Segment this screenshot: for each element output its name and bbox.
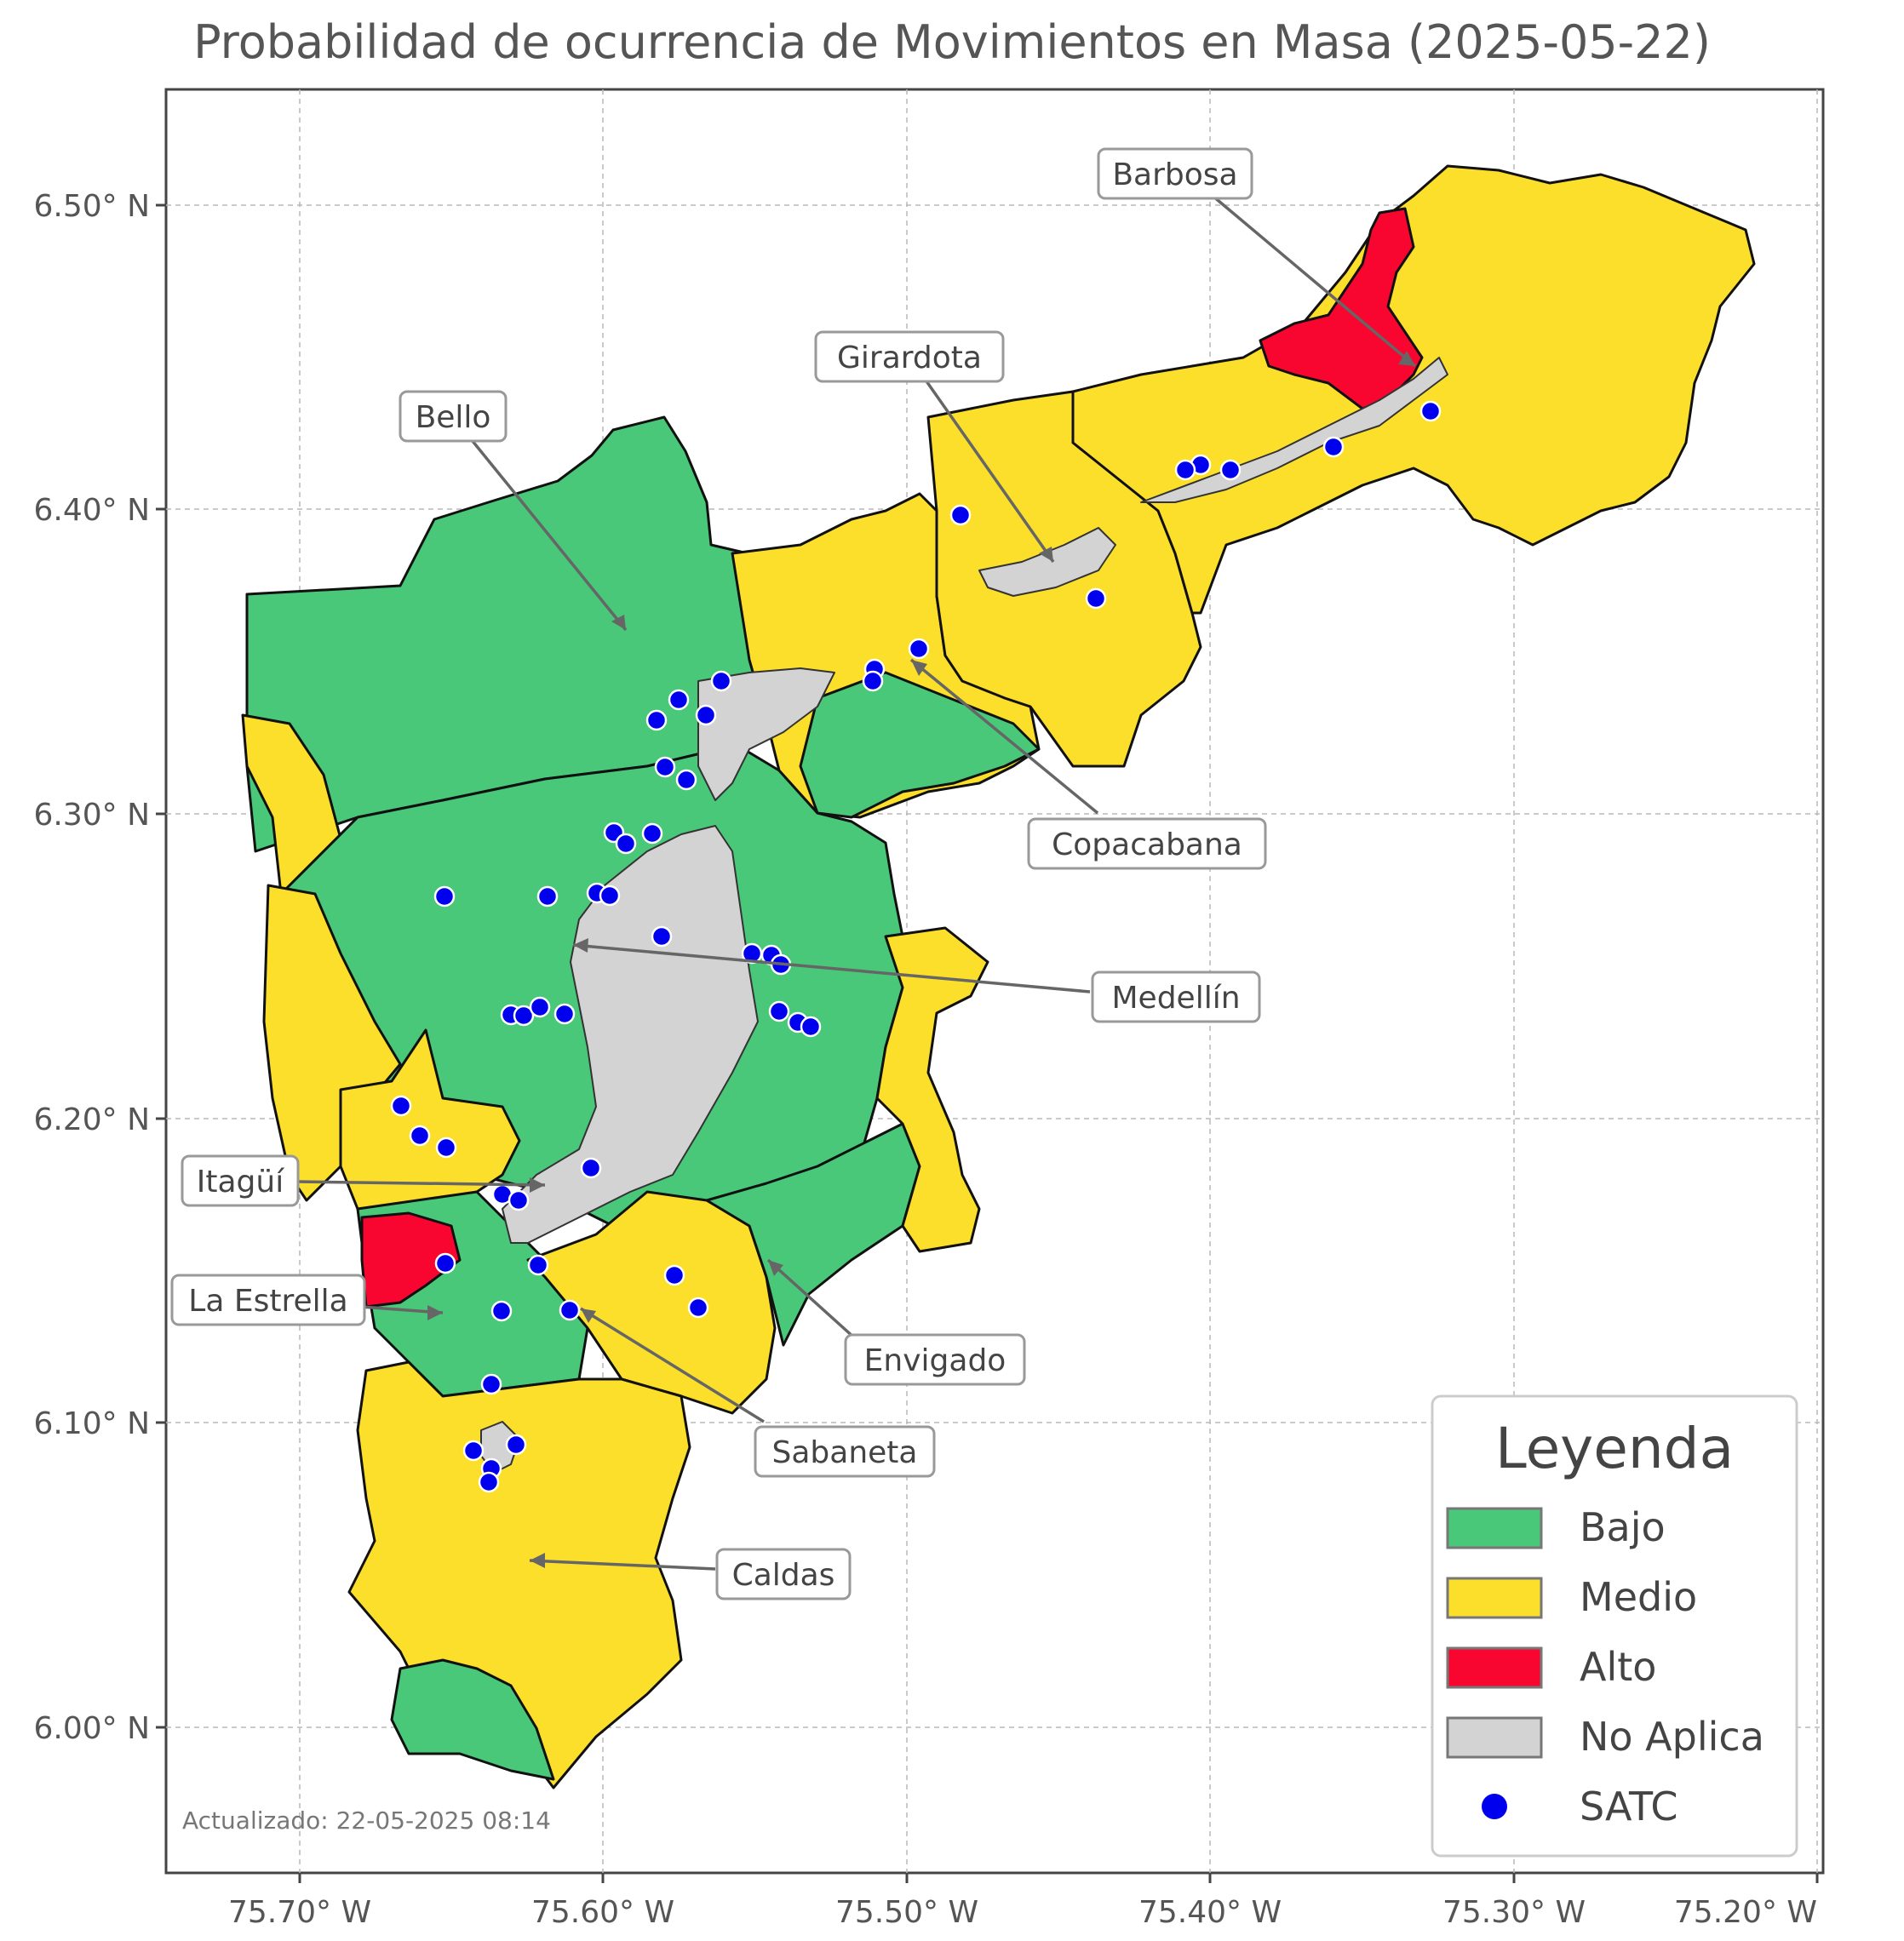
callout-copacabana: Copacabana <box>1027 817 1267 870</box>
legend-swatch-bajo <box>1446 1507 1543 1549</box>
callout-sabaneta: Sabaneta <box>754 1425 936 1478</box>
callout-caldas: Caldas <box>715 1548 852 1600</box>
legend-swatch-no-aplica <box>1446 1716 1543 1759</box>
y-tick-label: 6.10° N <box>33 1406 150 1441</box>
x-tick-label: 75.20° W <box>1674 1895 1817 1930</box>
callout-girardota: Girardota <box>814 330 1005 383</box>
label-itagui: Itagüí <box>197 1165 284 1200</box>
satc-stations <box>390 400 1442 1493</box>
x-tick-label: 75.60° W <box>531 1895 674 1930</box>
callout-arrowheads <box>427 351 1415 1568</box>
legend-label-satc: SATC <box>1580 1784 1677 1829</box>
label-girardota: Girardota <box>837 341 982 375</box>
tick-marks <box>156 203 1819 1883</box>
region-copacabana-bajo <box>799 671 1041 819</box>
y-tick-label: 6.30° N <box>33 798 150 833</box>
label-sabaneta: Sabaneta <box>772 1435 918 1470</box>
legend-swatch-alto <box>1446 1646 1543 1689</box>
region-bello-urban <box>697 667 835 801</box>
y-tick-label: 6.50° N <box>33 189 150 224</box>
legend-swatch-medio <box>1446 1577 1543 1619</box>
y-tick-label: 6.00° N <box>33 1711 150 1746</box>
region-east-medio-south <box>875 926 989 1253</box>
legend: Leyenda Bajo Medio Alto No Aplica SATC <box>1431 1394 1798 1858</box>
callout-medellin: Medellín <box>1091 970 1261 1023</box>
region-sabaneta <box>526 1190 777 1415</box>
legend-label-medio: Medio <box>1580 1574 1697 1620</box>
legend-label-no-aplica: No Aplica <box>1580 1714 1764 1760</box>
legend-label-bajo: Bajo <box>1580 1504 1666 1550</box>
x-tick-label: 75.30° W <box>1442 1895 1586 1930</box>
legend-label-alto: Alto <box>1580 1644 1656 1690</box>
region-itagui <box>339 1028 521 1211</box>
callout-itagui: Itagüí <box>181 1154 300 1207</box>
label-caldas: Caldas <box>732 1558 835 1593</box>
map-title: Probabilidad de ocurrencia de Movimiento… <box>193 15 1711 69</box>
legend-marker-satc <box>1482 1794 1507 1819</box>
region-medellin-urban <box>502 825 759 1244</box>
label-la-estrella: La Estrella <box>188 1284 347 1319</box>
x-tick-label: 75.70° W <box>228 1895 371 1930</box>
legend-title: Leyenda <box>1495 1416 1734 1481</box>
callout-envigado: Envigado <box>844 1333 1026 1386</box>
label-bello: Bello <box>416 400 491 435</box>
callout-la-estrella: La Estrella <box>170 1274 366 1326</box>
region-layer <box>241 164 1756 1789</box>
callout-barbosa: Barbosa <box>1097 147 1253 200</box>
x-tick-label: 75.40° W <box>1138 1895 1282 1930</box>
y-tick-label: 6.20° N <box>33 1102 150 1137</box>
label-copacabana: Copacabana <box>1052 827 1242 862</box>
x-axis-labels: 75.70° W 75.60° W 75.50° W 75.40° W 75.3… <box>228 1895 1817 1930</box>
label-barbosa: Barbosa <box>1112 157 1237 192</box>
callout-arrows <box>296 190 1417 1571</box>
region-barbosa-urban <box>1140 357 1448 503</box>
updated-timestamp: Actualizado: 22-05-2025 08:14 <box>182 1806 551 1835</box>
y-tick-label: 6.40° N <box>33 493 150 528</box>
region-la-estrella-alto <box>360 1211 462 1308</box>
region-barbosa-alto <box>1259 207 1424 410</box>
region-caldas-bajo <box>390 1658 555 1781</box>
label-envigado: Envigado <box>864 1343 1006 1378</box>
y-axis-labels: 6.50° N 6.40° N 6.30° N 6.20° N 6.10° N … <box>33 189 150 1746</box>
x-tick-label: 75.50° W <box>835 1895 978 1930</box>
label-medellin: Medellín <box>1111 981 1240 1016</box>
callout-bello: Bello <box>399 390 508 443</box>
